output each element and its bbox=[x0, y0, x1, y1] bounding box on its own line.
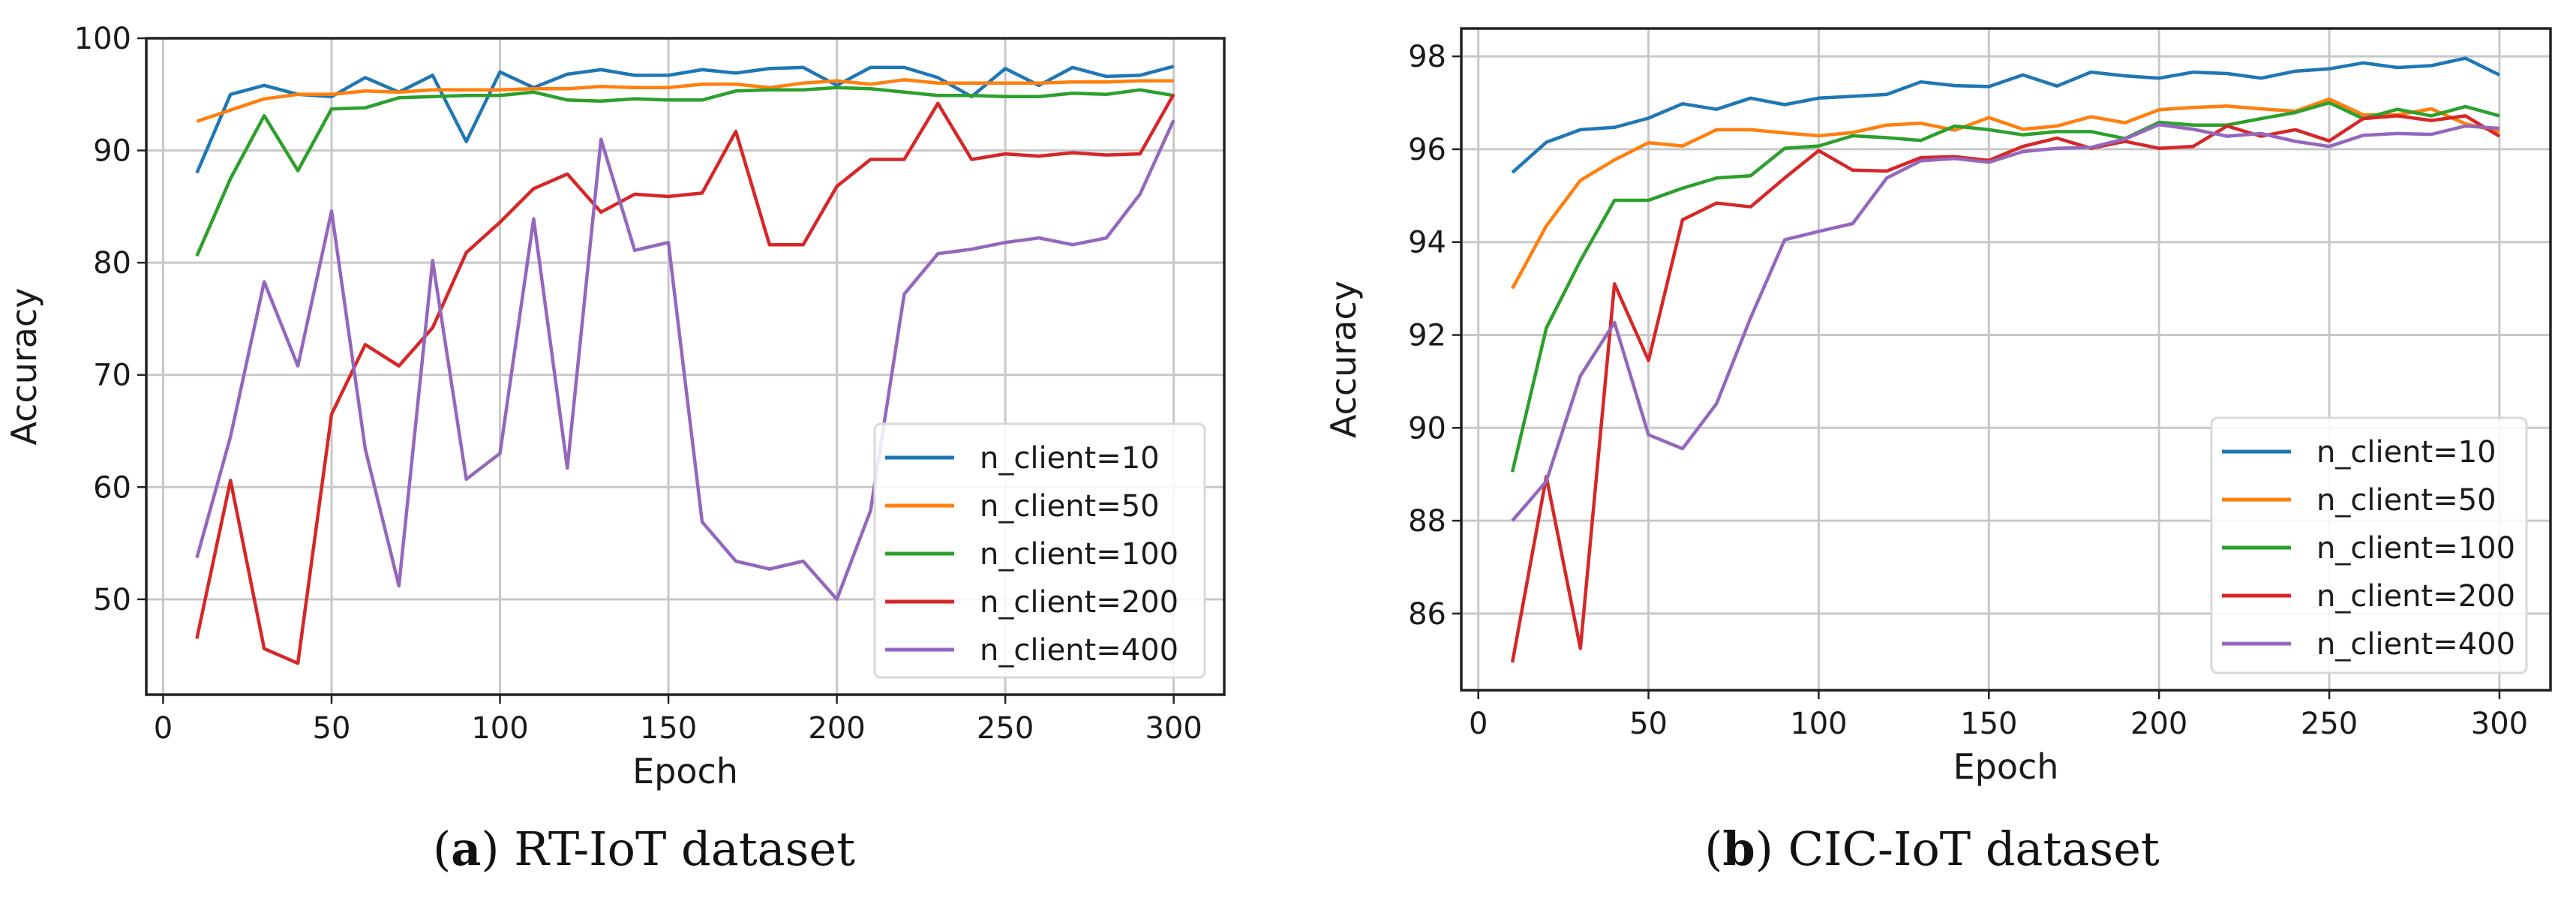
line-n-client-50 bbox=[196, 78, 1174, 123]
y-axis-ticks: 50 60 70 80 90 100 bbox=[74, 22, 146, 617]
axes-frame bbox=[1460, 27, 2552, 692]
line-n-client-10 bbox=[1511, 56, 2500, 174]
series-lines bbox=[195, 65, 1175, 665]
legend-label: n_client=10 bbox=[980, 441, 1160, 476]
x-tick-label: 300 bbox=[1145, 711, 1202, 746]
line-n-client-400 bbox=[1511, 122, 2500, 522]
x-tick-label: 150 bbox=[640, 711, 697, 746]
y-axis-label: Accuracy bbox=[4, 287, 44, 445]
x-tick-label: 200 bbox=[2130, 707, 2187, 741]
y-tick-label: 96 bbox=[1408, 133, 1446, 167]
x-tick-label: 300 bbox=[2471, 707, 2528, 741]
caption-cic-iot: (b) CIC-IoT dataset bbox=[1704, 821, 2160, 876]
x-tick-label: 250 bbox=[977, 711, 1034, 746]
x-axis-label: Epoch bbox=[632, 751, 738, 791]
y-axis-ticks: 86 88 90 92 94 96 98 bbox=[1408, 40, 1461, 632]
x-tick-label: 50 bbox=[1629, 707, 1668, 741]
y-axis-label: Accuracy bbox=[1323, 281, 1364, 438]
y-tick-label: 92 bbox=[1408, 319, 1446, 353]
legend-label: n_client=10 bbox=[2316, 435, 2496, 470]
x-axis-ticks: 0 50 100 150 200 250 300 bbox=[154, 695, 1202, 746]
x-tick-label: 0 bbox=[154, 711, 173, 746]
line-n-client-100 bbox=[195, 86, 1174, 257]
legend-label: n_client=400 bbox=[980, 633, 1178, 668]
x-tick-label: 0 bbox=[1469, 707, 1488, 741]
x-tick-label: 100 bbox=[471, 711, 528, 746]
panel-rt-iot: 0 50 100 150 200 250 300 50 60 70 80 90 100 Epoch Accu… bbox=[4, 22, 1226, 876]
legend-label: n_client=400 bbox=[2316, 627, 2515, 662]
y-tick-label: 86 bbox=[1408, 597, 1446, 632]
y-tick-label: 100 bbox=[74, 22, 131, 56]
legend-label: n_client=100 bbox=[2316, 531, 2515, 566]
chart-cic-iot: 0 50 100 150 200 250 300 86 88 90 92 94 96 98 Epoch Acc… bbox=[1323, 27, 2552, 787]
y-tick-label: 90 bbox=[1408, 411, 1446, 446]
legend-label: n_client=50 bbox=[2316, 483, 2496, 518]
y-tick-label: 50 bbox=[93, 583, 131, 617]
y-tick-label: 60 bbox=[93, 470, 131, 505]
legend-label: n_client=100 bbox=[980, 537, 1178, 572]
y-tick-label: 80 bbox=[93, 246, 131, 281]
caption-text: CIC-IoT dataset bbox=[1788, 821, 2160, 876]
caption-text: RT-IoT dataset bbox=[514, 821, 856, 876]
legend: n_client=10 n_client=50 n_client=100 n_clie… bbox=[873, 422, 1206, 679]
line-n-client-10 bbox=[195, 65, 1175, 174]
line-n-client-100 bbox=[1510, 101, 2500, 473]
x-tick-label: 150 bbox=[1960, 707, 2017, 741]
line-n-client-200 bbox=[1510, 114, 2501, 663]
y-tick-label: 88 bbox=[1408, 504, 1446, 539]
caption-rt-iot: (a) RT-IoT dataset bbox=[432, 821, 856, 876]
line-n-client-400 bbox=[195, 119, 1175, 602]
x-tick-label: 100 bbox=[1790, 707, 1847, 741]
x-axis-ticks: 0 50 100 150 200 250 300 bbox=[1469, 690, 2528, 741]
caption-letter: b bbox=[1722, 821, 1755, 876]
line-n-client-200 bbox=[195, 93, 1175, 665]
caption-letter: a bbox=[451, 821, 482, 876]
panel-cic-iot: 0 50 100 150 200 250 300 86 88 90 92 94 96 98 Epoch Acc… bbox=[1288, 0, 2576, 913]
y-tick-label: 94 bbox=[1408, 226, 1446, 260]
x-tick-label: 250 bbox=[2301, 707, 2358, 741]
legend: n_client=10 n_client=50 n_client=100 n_clie… bbox=[2210, 416, 2528, 674]
x-tick-label: 200 bbox=[808, 711, 865, 746]
axes-frame bbox=[145, 37, 1226, 696]
line-n-client-50 bbox=[1511, 97, 2500, 290]
y-tick-label: 90 bbox=[93, 134, 131, 169]
legend-label: n_client=50 bbox=[980, 489, 1160, 524]
x-tick-label: 50 bbox=[313, 711, 351, 746]
grid bbox=[1461, 29, 2550, 690]
x-axis-label: Epoch bbox=[1953, 746, 2059, 787]
legend-label: n_client=200 bbox=[980, 585, 1178, 620]
series-lines bbox=[1510, 56, 2501, 663]
y-tick-label: 98 bbox=[1408, 40, 1446, 74]
chart-rt-iot: 0 50 100 150 200 250 300 50 60 70 80 90 100 Epoch Accu… bbox=[4, 22, 1226, 791]
legend-label: n_client=200 bbox=[2316, 579, 2515, 614]
y-tick-label: 70 bbox=[93, 359, 131, 393]
